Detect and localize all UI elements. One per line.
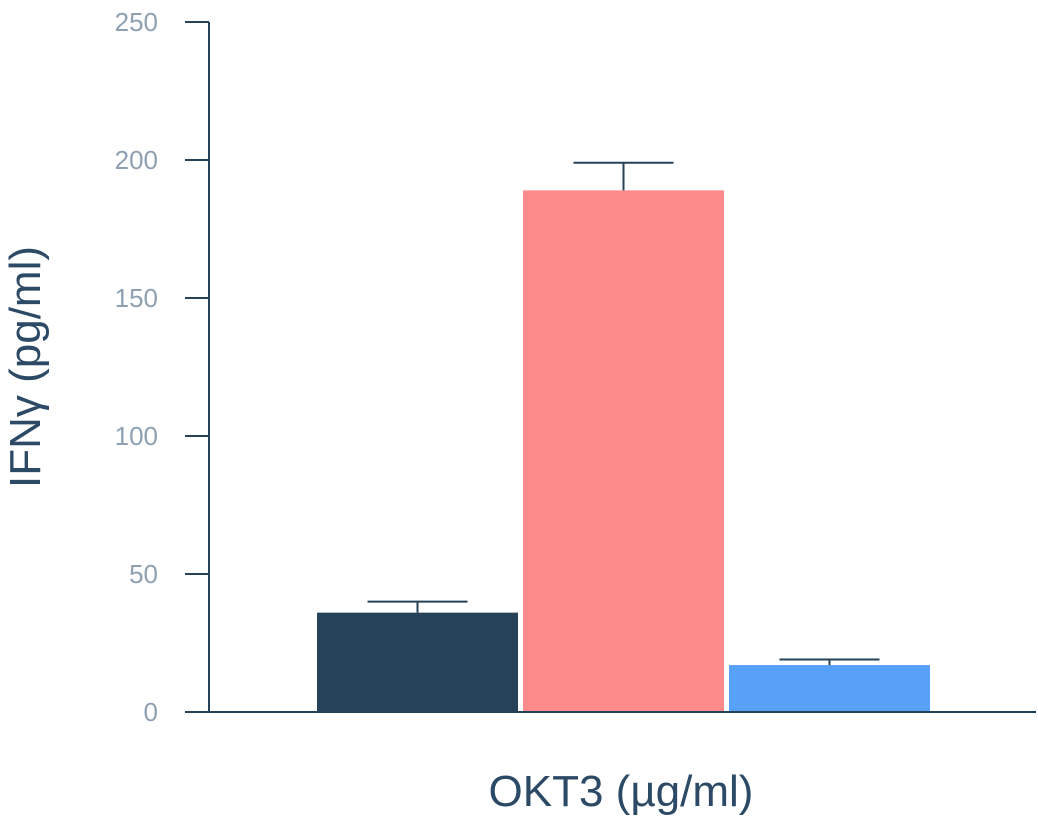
y-tick-label: 150 bbox=[115, 283, 158, 313]
bar-2 bbox=[523, 190, 724, 713]
bar-3 bbox=[729, 665, 930, 712]
y-tick-label: 200 bbox=[115, 145, 158, 175]
y-tick-label: 250 bbox=[115, 7, 158, 37]
axes-group bbox=[208, 22, 1036, 713]
y-tick-label: 0 bbox=[144, 697, 158, 727]
y-tick-label: 50 bbox=[129, 559, 158, 589]
y-tick-label: 100 bbox=[115, 421, 158, 451]
y-axis-title: IFNγ (pg/ml) bbox=[1, 246, 50, 488]
y-ticks-group: 0 50 100 150 200 250 bbox=[115, 7, 209, 727]
error-bars-group bbox=[367, 161, 880, 666]
bars-group bbox=[317, 190, 930, 713]
x-axis-title: OKT3 (µg/ml) bbox=[489, 767, 754, 816]
bar-1 bbox=[317, 612, 518, 712]
